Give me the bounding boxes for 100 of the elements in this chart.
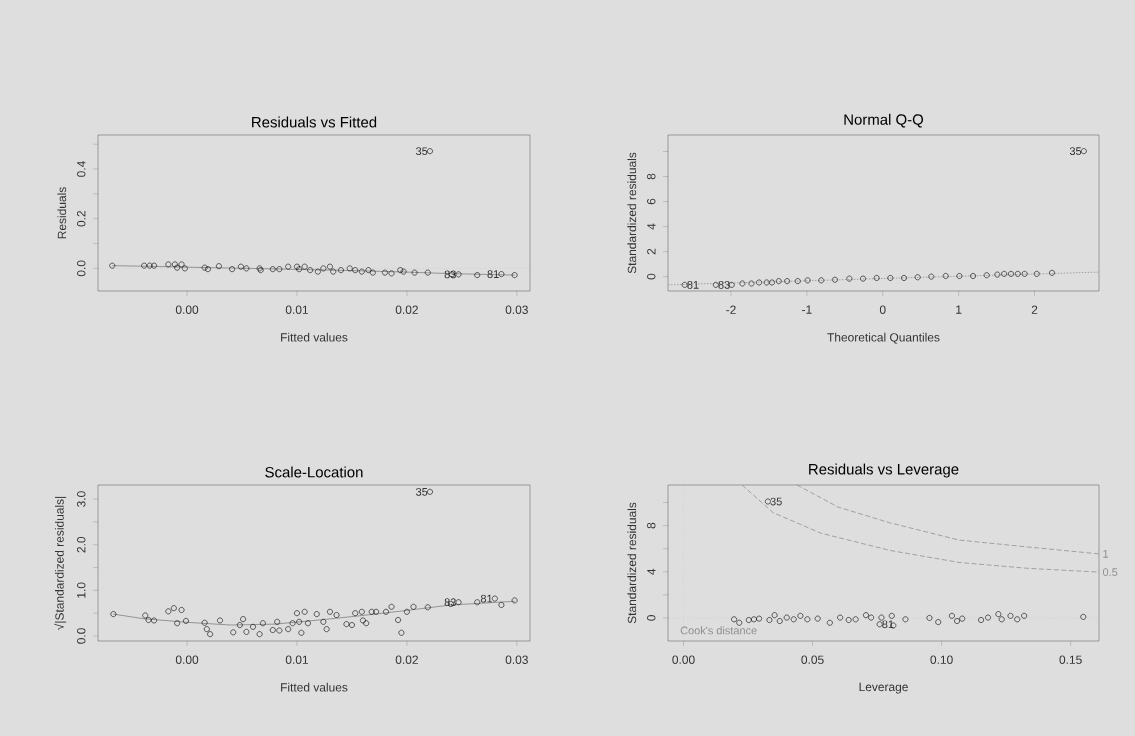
point: [474, 599, 481, 606]
point: [229, 266, 236, 273]
point: [274, 618, 281, 625]
y-tick-label: 4: [647, 568, 656, 575]
point: [970, 273, 976, 279]
point: [1021, 270, 1028, 277]
chart-title: Normal Q-Q: [844, 113, 924, 128]
point: [995, 611, 1002, 618]
point: [301, 263, 308, 270]
series-label: 1: [1103, 550, 1109, 558]
point: [178, 607, 185, 613]
point: [852, 616, 859, 623]
annotation: 35: [1069, 147, 1082, 156]
y-tick-label: 4: [647, 223, 656, 230]
point: [873, 275, 880, 281]
annotation: 35: [770, 497, 782, 506]
point: [766, 617, 773, 623]
line-series: [796, 484, 1100, 555]
point: [216, 263, 222, 270]
point: [178, 261, 185, 268]
point: [256, 631, 263, 638]
x-tick-label: 0.02: [395, 655, 418, 664]
point: [383, 608, 389, 615]
point: [411, 269, 418, 276]
y-tick-label: 8: [647, 522, 656, 529]
y-tick-label: 6: [647, 198, 656, 205]
x-axis-title: Fitted values: [281, 332, 348, 342]
point: [358, 608, 365, 615]
point: [250, 623, 256, 630]
y-tick-label: 0.2: [77, 211, 86, 227]
annotation: 83: [718, 281, 730, 289]
point: [818, 277, 825, 284]
point: [756, 279, 762, 286]
y-tick-label: 0.0: [77, 628, 86, 644]
y-axis-title: √|Standardized residuals|: [54, 496, 67, 630]
chart-title: Residuals vs Fitted: [252, 116, 377, 128]
y-tick-label: 0.4: [77, 161, 86, 177]
point: [373, 608, 380, 615]
x-axis-title: Leverage: [859, 682, 908, 694]
x-tick-label: 0.05: [801, 655, 824, 664]
point: [294, 263, 300, 270]
point: [142, 612, 149, 619]
point: [145, 617, 152, 623]
point: [1007, 612, 1014, 619]
x-tick-label: 0.01: [285, 655, 309, 664]
point: [165, 261, 172, 268]
point: [736, 619, 743, 626]
x-axis-title: Fitted values: [281, 682, 348, 692]
y-axis-title: Standardized residuals: [627, 152, 637, 274]
point: [296, 618, 303, 625]
point: [165, 608, 172, 615]
x-tick-label: 0.00: [175, 305, 199, 314]
point: [846, 275, 853, 282]
point: [327, 263, 333, 270]
y-tick-label: 0: [647, 273, 656, 280]
point: [771, 612, 778, 619]
y-tick-label: 2.0: [77, 536, 86, 553]
annotation: 81: [882, 620, 894, 629]
point: [935, 619, 942, 625]
point: [203, 626, 210, 633]
point: [398, 629, 405, 636]
point: [183, 618, 189, 624]
point: [151, 262, 157, 269]
point: [942, 273, 949, 279]
y-tick-label: 3.0: [77, 491, 86, 507]
x-tick-label: 0.01: [285, 305, 309, 314]
annotation: 35: [416, 147, 428, 156]
point: [174, 620, 181, 627]
point: [333, 612, 340, 618]
point: [285, 263, 292, 270]
point: [243, 628, 250, 635]
point: [998, 616, 1005, 623]
point: [902, 616, 909, 623]
y-tick-label: 2: [647, 248, 656, 255]
point: [868, 614, 875, 621]
point: [1008, 270, 1014, 277]
point: [826, 619, 833, 626]
point: [360, 617, 366, 624]
point: [1080, 613, 1087, 620]
point: [776, 618, 783, 624]
point: [236, 622, 243, 628]
point: [1021, 612, 1028, 619]
annotation: 83: [444, 598, 456, 607]
point: [949, 612, 955, 619]
point: [146, 262, 153, 269]
point: [296, 266, 303, 273]
point: [395, 617, 401, 623]
point: [1033, 270, 1040, 277]
point: [1014, 616, 1021, 623]
point: [307, 267, 314, 274]
point: [369, 269, 376, 276]
point: [751, 616, 757, 623]
point: [388, 270, 395, 277]
point: [769, 279, 775, 286]
point: [994, 271, 1001, 278]
point: [474, 272, 481, 278]
point: [397, 267, 404, 274]
point: [174, 264, 181, 271]
point: [313, 611, 320, 617]
point: [763, 279, 770, 286]
